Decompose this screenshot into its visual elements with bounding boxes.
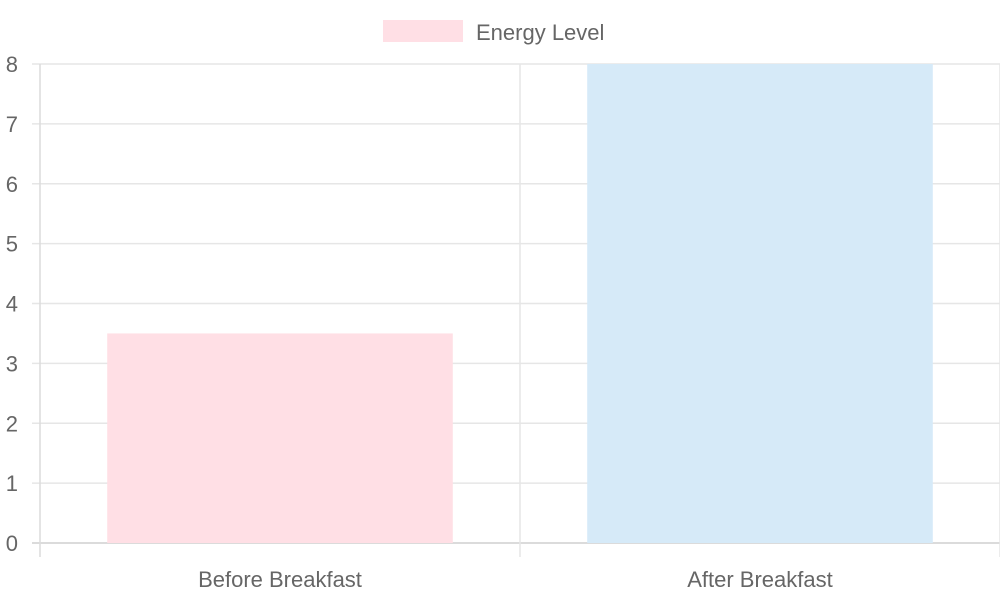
y-tick-label: 0 (6, 531, 18, 556)
y-tick-label: 3 (6, 351, 18, 376)
y-tick-label: 8 (6, 52, 18, 77)
y-tick-label: 2 (6, 411, 18, 436)
y-tick-label: 5 (6, 232, 18, 257)
y-tick-label: 4 (6, 292, 18, 317)
y-tick-label: 1 (6, 471, 18, 496)
y-tick-label: 6 (6, 172, 18, 197)
legend[interactable]: Energy Level (383, 20, 604, 45)
bars (107, 64, 933, 543)
legend-label: Energy Level (476, 20, 604, 45)
x-axis: Before Breakfast After Breakfast (198, 567, 833, 592)
bar[interactable] (587, 64, 933, 543)
legend-swatch (383, 20, 463, 42)
x-tick-label: Before Breakfast (198, 567, 362, 592)
bar[interactable] (107, 333, 453, 543)
x-tick-label: After Breakfast (687, 567, 833, 592)
y-tick-label: 7 (6, 112, 18, 137)
y-axis: 0 1 2 3 4 5 6 7 8 (6, 52, 41, 557)
